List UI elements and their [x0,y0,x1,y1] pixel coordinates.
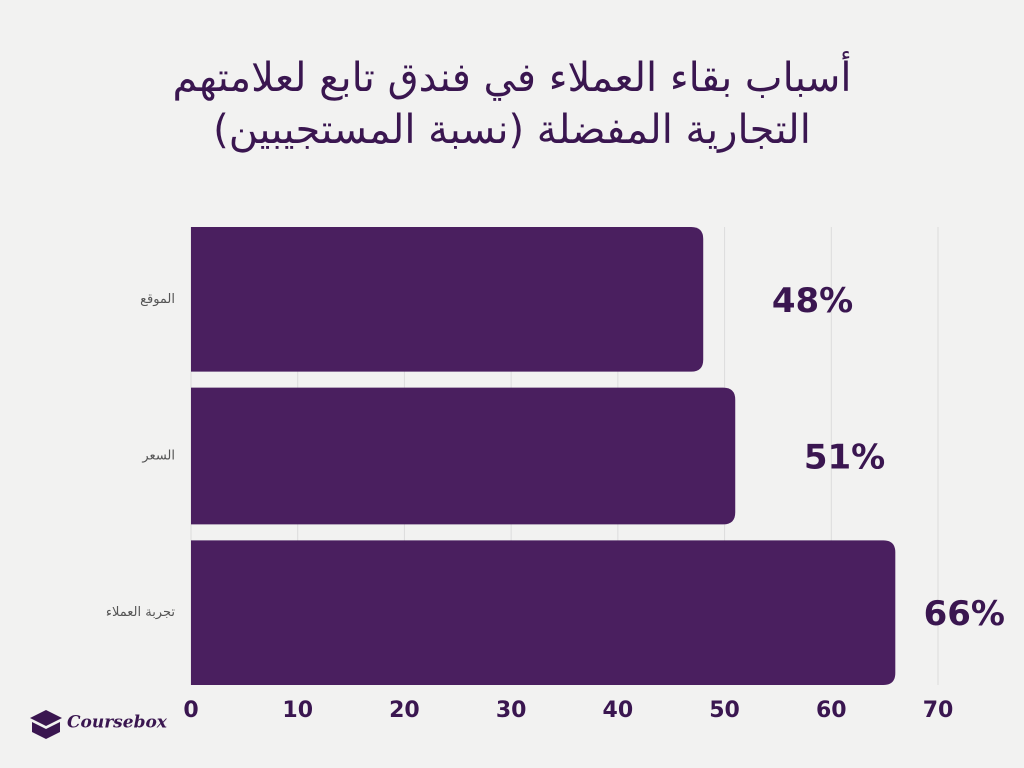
brand: Coursebox [67,713,168,733]
x-tick-label: 0 [183,698,198,723]
logo-icon [30,710,62,726]
x-tick-label: 30 [496,698,527,723]
value-label: 51% [804,438,885,478]
x-tick-label: 60 [816,698,847,723]
bar [191,540,896,685]
bar [191,387,736,525]
x-tick-label: 10 [282,698,313,723]
category-label: الموقع [140,292,175,307]
value-label: 48% [772,281,853,321]
category-label: السعر [141,449,175,464]
x-tick-label: 20 [389,698,420,723]
chart-title: أسباب بقاء العملاء في فندق تابع لعلامتهم… [172,55,852,153]
x-tick-label: 40 [603,698,634,723]
value-label: 66% [924,594,1005,634]
category-label: تجربة العملاء [106,605,176,620]
x-tick-label: 50 [709,698,740,723]
logo [30,710,62,739]
bar [191,227,704,372]
logo-icon [32,722,60,739]
x-tick-label: 70 [923,698,954,723]
